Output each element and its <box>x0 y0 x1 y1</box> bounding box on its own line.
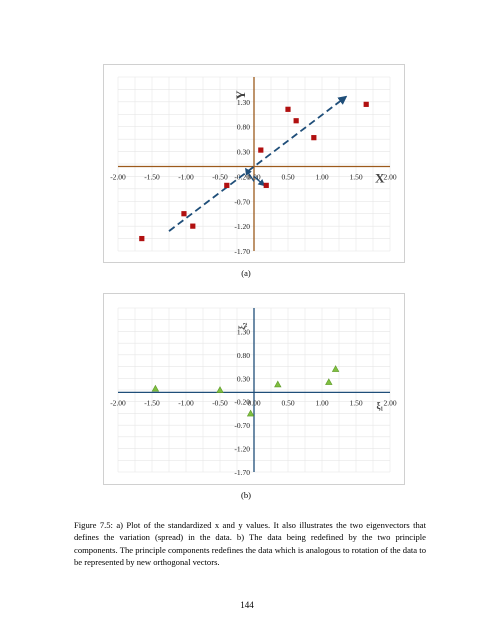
x-tick-label: 1.00 <box>315 172 328 181</box>
scatter-plot-b: -2.00 -1.50 -1.00 -0.50 0.00 0.50 1.00 1.50 2.00… <box>110 307 397 477</box>
x-tick-label: 2.00 <box>383 398 396 407</box>
eigenvector-arrow <box>253 175 266 187</box>
data-point <box>325 378 333 385</box>
data-point <box>181 211 187 217</box>
figure-b-sublabel: (b) <box>241 490 251 500</box>
x-tick-label: 1.50 <box>349 172 362 181</box>
y-tick-label: 1.30 <box>237 327 250 336</box>
x-axis-title: ξ₁ <box>376 400 383 410</box>
grid-lines <box>117 307 391 473</box>
y-tick-label: -1.70 <box>234 247 250 256</box>
x-tick-label: 0.50 <box>281 398 294 407</box>
x-tick-label: 0.00 <box>247 398 260 407</box>
data-point <box>263 182 269 188</box>
data-point <box>331 365 340 372</box>
data-point <box>258 147 264 153</box>
data-point <box>224 182 230 188</box>
y-tick-label: -0.20 <box>234 172 250 181</box>
y-tick-label: -1.20 <box>234 222 250 231</box>
figure-b-chart: -2.00 -1.50 -1.00 -0.50 0.00 0.50 1.00 1.50 2.00… <box>103 293 405 485</box>
x-tick-label: -1.00 <box>178 398 194 407</box>
x-tick-label: -2.00 <box>110 172 126 181</box>
eigenvector-arrow <box>245 167 255 182</box>
data-point <box>363 101 369 107</box>
data-point <box>285 106 291 112</box>
x-tick-label: 0.50 <box>281 172 294 181</box>
page-number: 144 <box>240 600 254 610</box>
y-tick-label: -1.20 <box>234 445 250 454</box>
x-tick-label: -1.50 <box>144 398 160 407</box>
x-tick-label: -2.00 <box>110 398 126 407</box>
x-tick-label: -0.50 <box>212 172 228 181</box>
data-point <box>151 384 160 392</box>
y-tick-label: 0.80 <box>237 351 250 360</box>
figure-a-chart: -2.00 -1.50 -1.00 -0.50 0.00 0.50 1.00 1.50 2.00… <box>103 64 405 263</box>
x-tick-label: -1.50 <box>144 172 160 181</box>
y-tick-label: -0.70 <box>234 421 250 430</box>
data-point <box>274 380 282 388</box>
x-tick-label: -0.50 <box>212 398 228 407</box>
y-tick-label: 0.80 <box>237 123 250 132</box>
data-point <box>311 135 317 141</box>
figure-caption: Figure 7.5: a) Plot of the standardized … <box>74 520 426 568</box>
y-tick-label: 0.30 <box>237 374 250 383</box>
y-axis-title: Y <box>233 90 248 100</box>
x-tick-label: -1.00 <box>178 172 194 181</box>
y-tick-label: -0.70 <box>234 197 250 206</box>
data-point <box>246 409 255 417</box>
x-axis-title: X <box>375 170 385 185</box>
x-tick-label: 1.50 <box>349 398 362 407</box>
y-tick-label: -0.20 <box>234 398 250 407</box>
data-point <box>190 223 196 229</box>
figure-a-sublabel: (a) <box>241 268 251 278</box>
scatter-plot-a: -2.00 -1.50 -1.00 -0.50 0.00 0.50 1.00 1.50 2.00… <box>110 76 397 256</box>
y-axis-title: ξ₂ <box>237 322 247 329</box>
y-tick-label: -1.70 <box>234 468 250 477</box>
data-point <box>293 118 299 124</box>
data-point <box>139 235 145 242</box>
data-point <box>216 386 224 393</box>
eigenvector-arrow <box>168 95 348 232</box>
y-tick-label: 1.30 <box>237 98 250 107</box>
x-tick-label: 2.00 <box>383 172 396 181</box>
y-tick-label: 0.30 <box>237 148 250 157</box>
x-tick-label: 1.00 <box>315 398 328 407</box>
